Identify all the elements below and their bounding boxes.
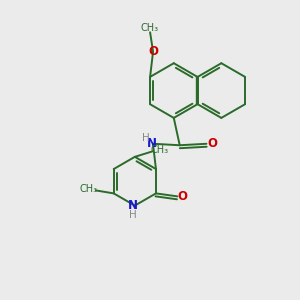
Text: O: O [178, 190, 188, 203]
Text: CH₃: CH₃ [150, 145, 169, 155]
Text: N: N [128, 199, 138, 212]
Text: H: H [142, 133, 149, 143]
Text: O: O [149, 26, 151, 28]
Text: O: O [207, 137, 218, 150]
Text: CH₃: CH₃ [140, 23, 159, 33]
Text: N: N [146, 137, 157, 150]
Text: CH₃: CH₃ [80, 184, 98, 194]
Text: O: O [148, 45, 158, 58]
Text: H: H [130, 210, 137, 220]
